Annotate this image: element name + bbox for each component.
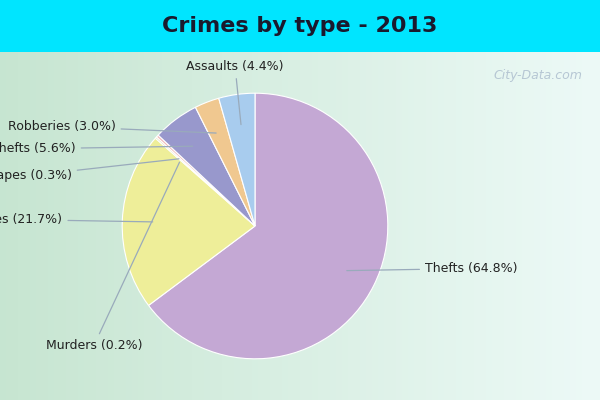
Wedge shape [157, 135, 255, 226]
Wedge shape [219, 93, 255, 226]
Text: Assaults (4.4%): Assaults (4.4%) [187, 60, 284, 124]
Text: Auto thefts (5.6%): Auto thefts (5.6%) [0, 142, 193, 156]
Text: Crimes by type - 2013: Crimes by type - 2013 [163, 16, 437, 36]
Wedge shape [158, 107, 255, 226]
Text: Burglaries (21.7%): Burglaries (21.7%) [0, 213, 153, 226]
Wedge shape [122, 138, 255, 306]
Wedge shape [149, 93, 388, 359]
Text: Murders (0.2%): Murders (0.2%) [46, 162, 179, 352]
Wedge shape [155, 137, 255, 226]
Text: Thefts (64.8%): Thefts (64.8%) [347, 262, 517, 275]
Text: Robberies (3.0%): Robberies (3.0%) [8, 120, 216, 133]
Text: City-Data.com: City-Data.com [493, 70, 582, 82]
Text: Rapes (0.3%): Rapes (0.3%) [0, 159, 179, 182]
Wedge shape [196, 98, 255, 226]
